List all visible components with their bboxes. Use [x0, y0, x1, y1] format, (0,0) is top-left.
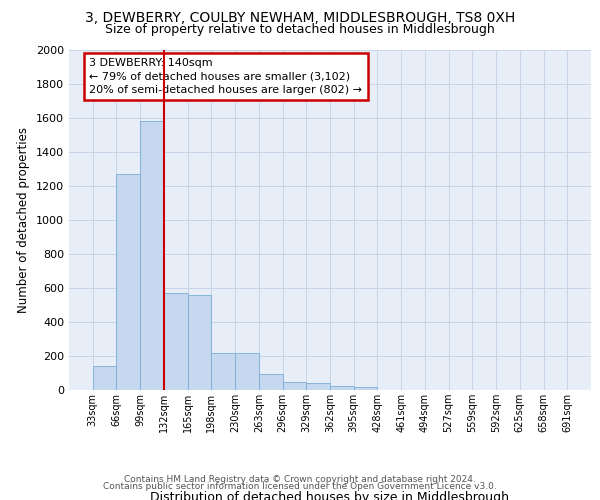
Bar	[259, 374, 283, 390]
Bar	[211, 352, 235, 390]
Text: Contains HM Land Registry data © Crown copyright and database right 2024.: Contains HM Land Registry data © Crown c…	[124, 474, 476, 484]
Bar	[140, 122, 164, 390]
X-axis label: Distribution of detached houses by size in Middlesbrough: Distribution of detached houses by size …	[151, 490, 509, 500]
Bar	[283, 382, 306, 390]
Text: 3 DEWBERRY: 140sqm
← 79% of detached houses are smaller (3,102)
20% of semi-deta: 3 DEWBERRY: 140sqm ← 79% of detached hou…	[89, 58, 362, 95]
Bar	[188, 295, 211, 390]
Bar	[354, 388, 377, 390]
Bar	[164, 293, 188, 390]
Bar	[116, 174, 140, 390]
Text: Size of property relative to detached houses in Middlesbrough: Size of property relative to detached ho…	[105, 22, 495, 36]
Text: Contains public sector information licensed under the Open Government Licence v3: Contains public sector information licen…	[103, 482, 497, 491]
Text: 3, DEWBERRY, COULBY NEWHAM, MIDDLESBROUGH, TS8 0XH: 3, DEWBERRY, COULBY NEWHAM, MIDDLESBROUG…	[85, 11, 515, 25]
Y-axis label: Number of detached properties: Number of detached properties	[17, 127, 31, 313]
Bar	[306, 383, 330, 390]
Bar	[330, 386, 354, 390]
Bar	[93, 366, 116, 390]
Bar	[235, 352, 259, 390]
